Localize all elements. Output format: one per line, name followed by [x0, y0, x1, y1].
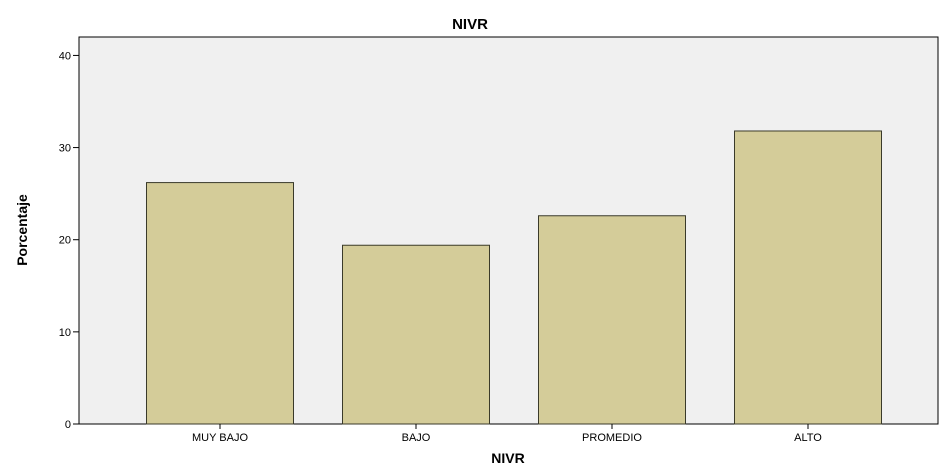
x-axis: MUY BAJO BAJO PROMEDIO ALTO: [192, 424, 822, 444]
y-axis-title: Porcentaje: [14, 194, 30, 266]
x-tick-label: BAJO: [402, 432, 431, 444]
x-tick-label: PROMEDIO: [582, 432, 642, 444]
x-tick-label: MUY BAJO: [192, 432, 248, 444]
x-tick-label: ALTO: [794, 432, 822, 444]
y-axis: 0 10 20 30 40: [59, 50, 79, 431]
y-tick-label: 40: [59, 50, 71, 62]
chart-title: NIVR: [452, 16, 488, 33]
bar-muy-bajo: [146, 182, 294, 425]
y-tick-label: 10: [59, 327, 71, 339]
bar-promedio: [538, 215, 686, 425]
bar-alto: [734, 130, 882, 425]
bar-bajo: [342, 244, 490, 425]
y-tick-label: 20: [59, 235, 71, 247]
bars-group: [146, 130, 882, 425]
y-tick-label: 0: [65, 419, 71, 431]
x-axis-title: NIVR: [491, 450, 524, 466]
y-tick-label: 30: [59, 143, 71, 155]
